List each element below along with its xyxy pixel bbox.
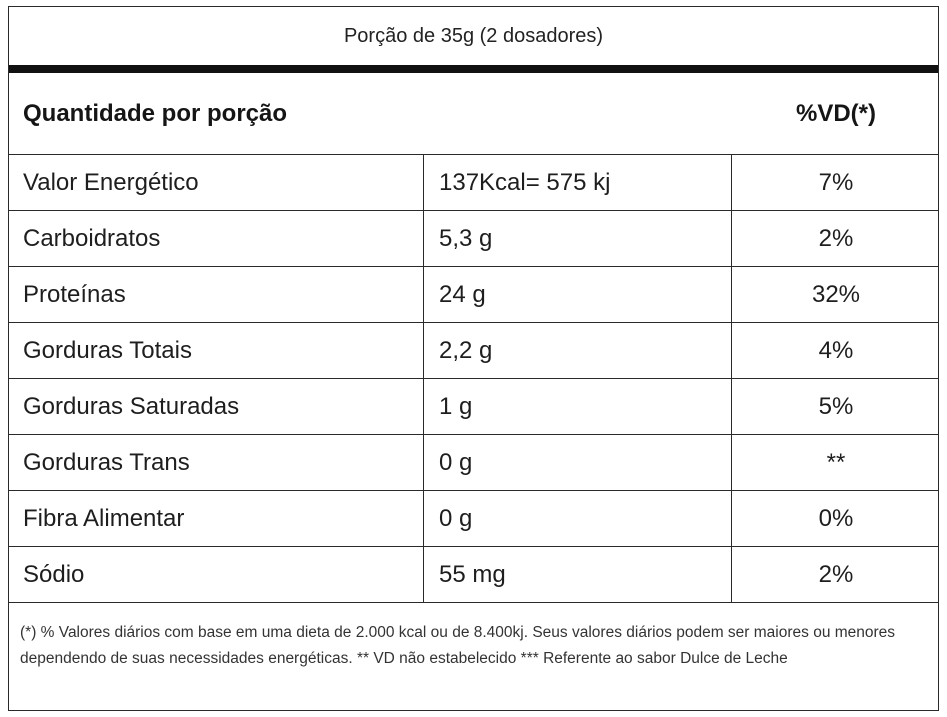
nutrient-amount: 0 g — [424, 491, 732, 546]
nutrient-daily-value: 4% — [818, 336, 854, 364]
nutrient-daily-value: 2% — [818, 224, 854, 252]
footnote: (*) % Valores diários com base em uma di… — [20, 624, 896, 667]
header-divider — [9, 65, 938, 73]
nutrient-amount: 137Kcal= 575 kj — [424, 155, 732, 210]
nutrient-daily-value: 2% — [818, 560, 854, 588]
nutrient-amount: 2,2 g — [424, 323, 732, 378]
table-row: Proteínas 24 g 32% — [9, 267, 938, 323]
nutrient-name: Gorduras Trans — [9, 435, 424, 490]
header-quantity-per-serving: Quantidade por porção — [23, 99, 288, 127]
serving-size: Porção de 35g (2 dosadores) — [343, 24, 604, 47]
nutrient-amount: 5,3 g — [424, 211, 732, 266]
nutrient-daily-value: 5% — [818, 392, 854, 420]
header-daily-value: %VD(*) — [795, 99, 876, 127]
table-row: Sódio 55 mg 2% — [9, 547, 938, 603]
nutrient-amount: 55 mg — [424, 547, 732, 602]
nutrient-daily-value: 7% — [818, 168, 854, 196]
nutrient-amount: 0 g — [424, 435, 732, 490]
table-header: Quantidade por porção %VD(*) — [9, 73, 938, 155]
nutrient-name: Valor Energético — [9, 155, 424, 210]
nutrient-daily-value: 0% — [818, 504, 854, 532]
nutrient-rows: Valor Energético 137Kcal= 575 kj 7% Carb… — [9, 155, 938, 603]
table-row: Gorduras Saturadas 1 g 5% — [9, 379, 938, 435]
nutrient-daily-value: ** — [826, 448, 846, 476]
nutrition-facts-table: Porção de 35g (2 dosadores) Quantidade p… — [8, 6, 939, 711]
table-row: Gorduras Totais 2,2 g 4% — [9, 323, 938, 379]
nutrient-name: Proteínas — [9, 267, 424, 322]
table-row: Carboidratos 5,3 g 2% — [9, 211, 938, 267]
nutrient-name: Gorduras Totais — [9, 323, 424, 378]
nutrient-amount: 24 g — [424, 267, 732, 322]
nutrient-daily-value: 32% — [811, 280, 861, 308]
nutrient-amount: 1 g — [424, 379, 732, 434]
table-row: Gorduras Trans 0 g ** — [9, 435, 938, 491]
nutrient-name: Sódio — [9, 547, 424, 602]
nutrient-name: Fibra Alimentar — [9, 491, 424, 546]
table-row: Valor Energético 137Kcal= 575 kj 7% — [9, 155, 938, 211]
table-row: Fibra Alimentar 0 g 0% — [9, 491, 938, 547]
nutrient-name: Gorduras Saturadas — [9, 379, 424, 434]
nutrient-name: Carboidratos — [9, 211, 424, 266]
